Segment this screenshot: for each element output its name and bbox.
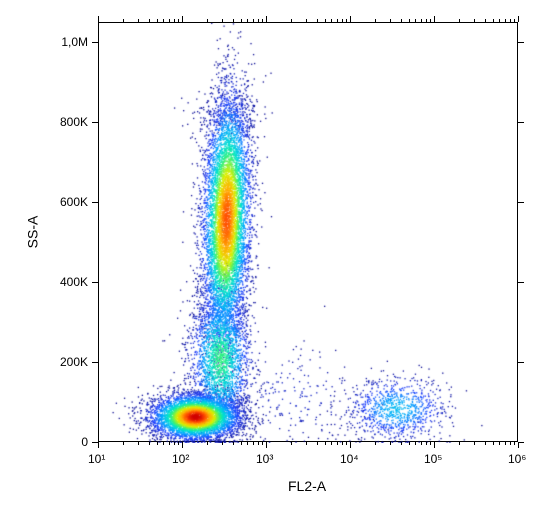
x-tick-label: 10² [172, 452, 189, 466]
x-tick-label: 10⁶ [508, 452, 526, 466]
x-tick-label: 10⁵ [424, 452, 442, 466]
x-tick-label: 10¹ [88, 452, 105, 466]
y-tick-label: 400K [60, 275, 88, 289]
y-tick-label: 600K [60, 195, 88, 209]
plot-area [98, 22, 518, 442]
flow-cytometry-chart: SS-A FL2-A 0 200K 400K 600K 800K 1,0M 10¹ 10² 10… [0, 0, 559, 520]
y-tick-label: 1,0M [61, 35, 88, 49]
y-tick-label: 800K [60, 115, 88, 129]
x-tick-label: 10⁴ [340, 452, 359, 466]
x-axis-label: FL2-A [288, 478, 326, 494]
x-tick-label: 10³ [256, 452, 273, 466]
y-tick-label: 200K [60, 355, 88, 369]
y-tick-label: 0 [81, 435, 88, 449]
y-axis-label: SS-A [24, 216, 40, 249]
density-scatter [99, 23, 519, 443]
